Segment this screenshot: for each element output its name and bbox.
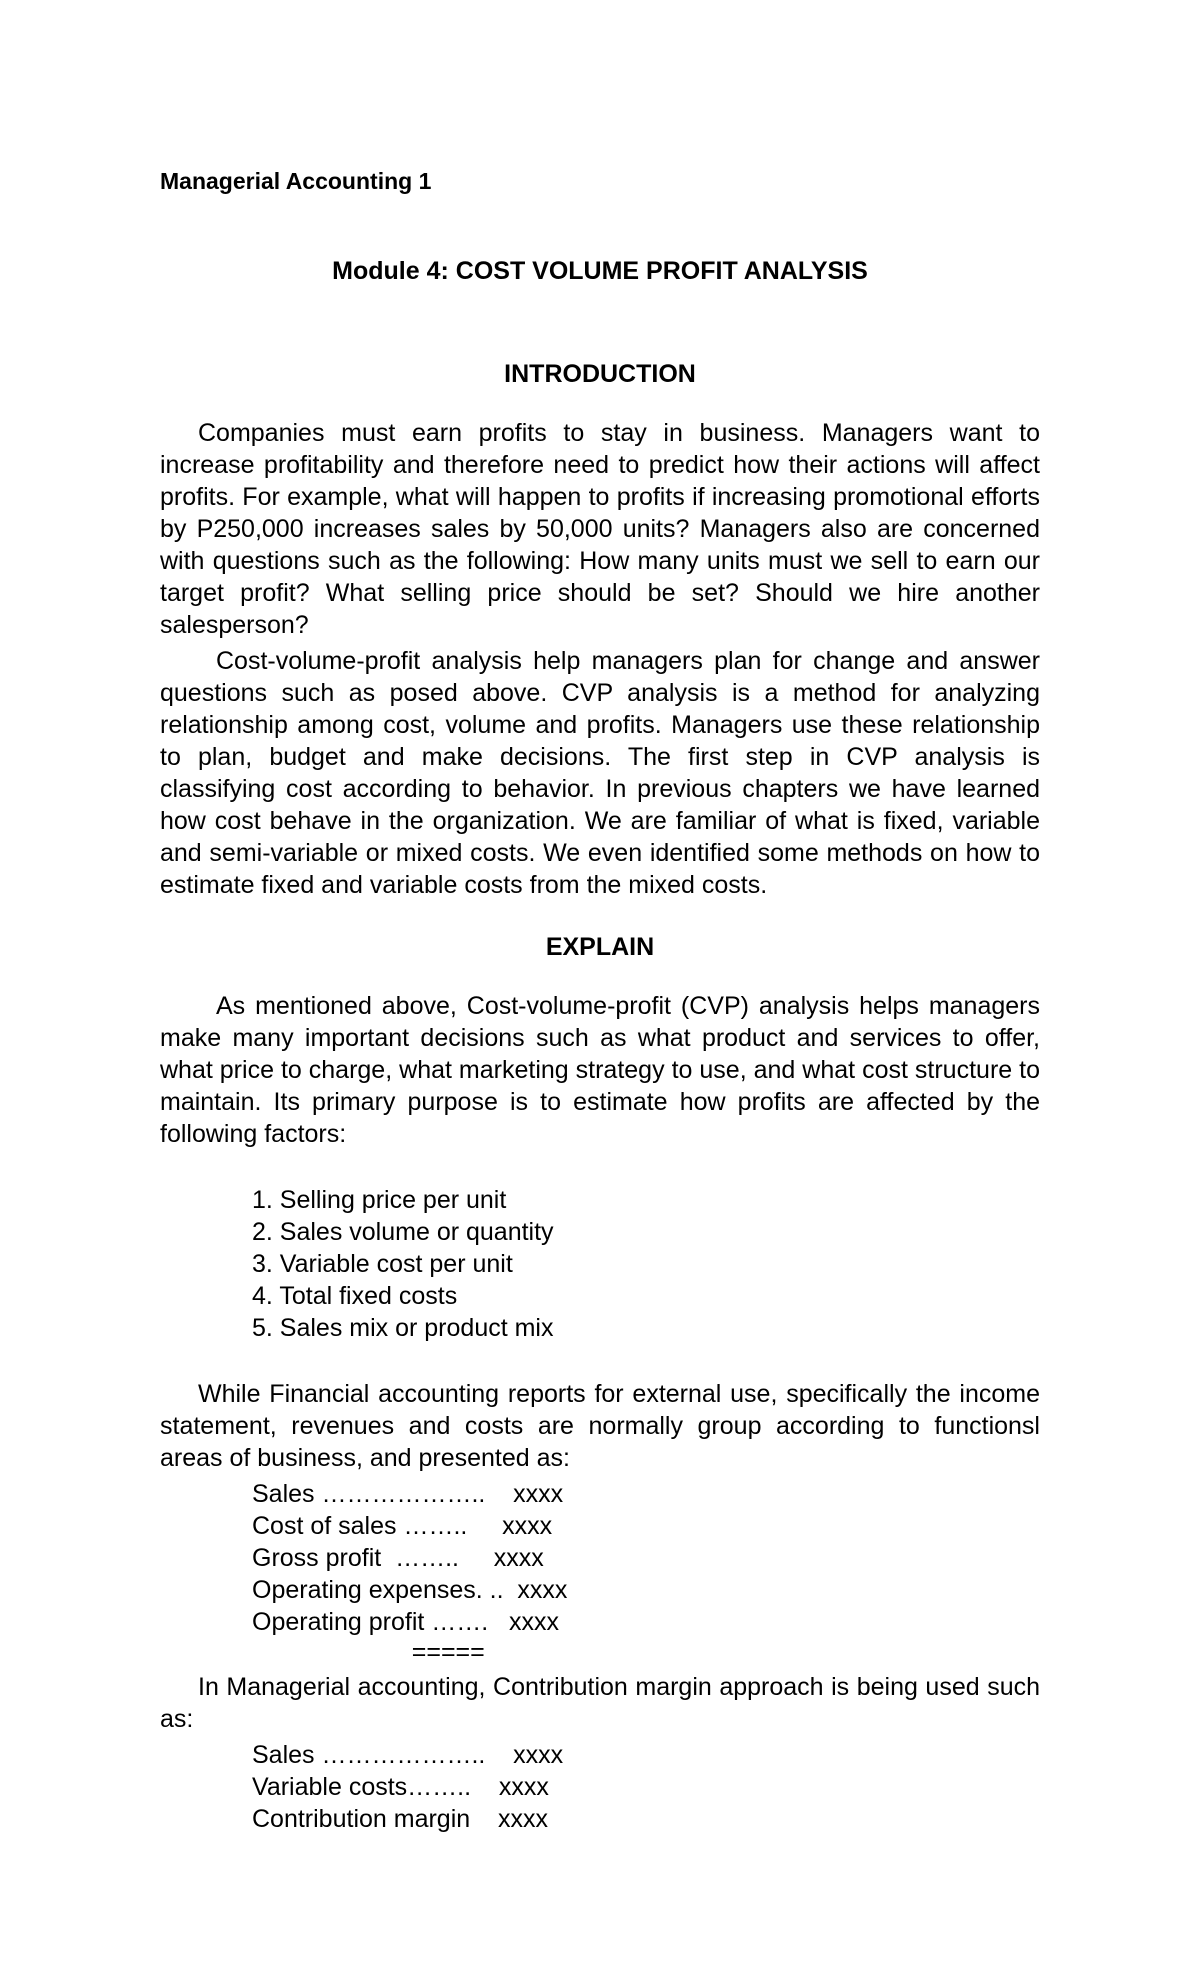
- statement-line: Gross profit …….. xxxx: [252, 1542, 1040, 1574]
- factor-item: 2. Sales volume or quantity: [252, 1216, 1040, 1248]
- document-page: Managerial Accounting 1 Module 4: COST V…: [0, 0, 1200, 1935]
- explain-paragraph-1: As mentioned above, Cost-volume-profit (…: [160, 990, 1040, 1150]
- factor-list: 1. Selling price per unit 2. Sales volum…: [252, 1184, 1040, 1344]
- statement-line: Operating profit ……. xxxx: [252, 1606, 1040, 1638]
- section-heading-introduction: INTRODUCTION: [160, 360, 1040, 389]
- statement-line: Sales ……………….. xxxx: [252, 1739, 1040, 1771]
- course-header: Managerial Accounting 1: [160, 168, 1040, 195]
- managerial-income-statement: Sales ……………….. xxxx Variable costs…….. x…: [252, 1739, 1040, 1835]
- statement-line: Variable costs…….. xxxx: [252, 1771, 1040, 1803]
- statement-line: Operating expenses. .. xxxx: [252, 1574, 1040, 1606]
- intro-paragraph-1: Companies must earn profits to stay in b…: [160, 417, 1040, 641]
- statement-line: Contribution margin xxxx: [252, 1803, 1040, 1835]
- section-heading-explain: EXPLAIN: [160, 933, 1040, 962]
- factor-item: 3. Variable cost per unit: [252, 1248, 1040, 1280]
- explain-paragraph-3: In Managerial accounting, Contribution m…: [160, 1671, 1040, 1735]
- financial-income-statement: Sales ……………….. xxxx Cost of sales …….. x…: [252, 1478, 1040, 1638]
- statement-line: Sales ……………….. xxxx: [252, 1478, 1040, 1510]
- intro-paragraph-2: Cost-volume-profit analysis help manager…: [160, 645, 1040, 901]
- factor-item: 4. Total fixed costs: [252, 1280, 1040, 1312]
- factor-item: 1. Selling price per unit: [252, 1184, 1040, 1216]
- statement-underline: =====: [252, 1638, 1040, 1667]
- factor-item: 5. Sales mix or product mix: [252, 1312, 1040, 1344]
- module-title: Module 4: COST VOLUME PROFIT ANALYSIS: [160, 257, 1040, 286]
- explain-paragraph-2: While Financial accounting reports for e…: [160, 1378, 1040, 1474]
- statement-line: Cost of sales …….. xxxx: [252, 1510, 1040, 1542]
